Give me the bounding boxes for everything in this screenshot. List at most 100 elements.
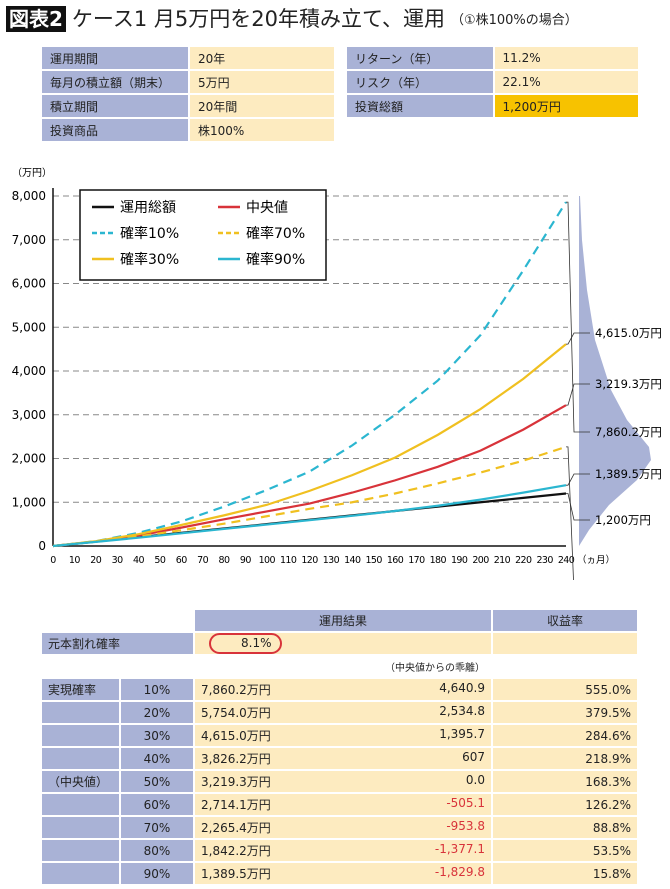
x-tick-label: 200 xyxy=(472,555,489,566)
table-row: （中央値） 50% 3,219.3万円 0.0 168.3% xyxy=(42,771,637,792)
y-tick-label: 5,000 xyxy=(12,320,46,334)
median-label: （中央値） xyxy=(42,771,119,792)
y-unit-label: （万円） xyxy=(12,167,52,179)
legend-label: 中央値 xyxy=(246,200,288,216)
deviation-value: -953.8 xyxy=(446,819,485,833)
probability: 80% xyxy=(119,840,193,861)
group-cell xyxy=(42,817,119,838)
y-tick-label: 7,000 xyxy=(12,233,46,247)
info-label: リターン（年） xyxy=(347,47,493,69)
x-tick-label: 120 xyxy=(301,555,318,566)
deviation-value: 4,640.9 xyxy=(439,681,485,695)
x-tick-label: 0 xyxy=(50,555,56,566)
info-table-right: リターン（年） 11.2% リスク（年） 22.1% 投資総額 1,200万円 xyxy=(347,45,638,119)
series-line-2 xyxy=(52,201,567,548)
group-label: 実現確率 xyxy=(42,679,119,700)
header-result: 運用結果 xyxy=(193,610,491,631)
y-tick-label: 3,000 xyxy=(12,408,46,422)
info-row: 運用期間 20年 xyxy=(42,47,334,69)
x-tick-label: 160 xyxy=(387,555,404,566)
info-value: 1,200万円 xyxy=(492,95,638,117)
deviation-note: （中央値からの乖離） xyxy=(385,663,485,674)
legend-label: 確率10% xyxy=(120,225,179,242)
group-cell xyxy=(42,702,119,723)
probability: 50% xyxy=(119,771,193,792)
deviation-value: -505.1 xyxy=(446,796,485,810)
info-row: リターン（年） 11.2% xyxy=(347,47,638,69)
result-value: 7,860.2万円 xyxy=(201,683,271,697)
loss-value: 8.1% xyxy=(209,633,282,654)
result-cell: 1,389.5万円 -1,829.8 xyxy=(193,863,491,884)
y-tick-label: 0 xyxy=(38,539,46,553)
legend-label: 確率70% xyxy=(246,225,305,242)
y-tick-label: 2,000 xyxy=(12,452,46,466)
group-cell xyxy=(42,794,119,815)
group-cell xyxy=(42,725,119,746)
end-value-label: 1,200万円 xyxy=(595,513,651,527)
result-cell: 2,265.4万円 -953.8 xyxy=(193,817,491,838)
label-connector xyxy=(566,446,574,580)
info-row: 投資商品 株100% xyxy=(42,119,334,141)
info-value: 株100% xyxy=(188,119,334,141)
info-label: 積立期間 xyxy=(42,95,188,117)
result-cell: 7,860.2万円 4,640.9 xyxy=(193,679,491,700)
result-value: 2,714.1万円 xyxy=(201,798,271,812)
result-value: 5,754.0万円 xyxy=(201,706,271,720)
yield-value: 168.3% xyxy=(491,771,637,792)
yield-value: 126.2% xyxy=(491,794,637,815)
deviation-value: -1,829.8 xyxy=(434,865,485,879)
x-tick-label: 10 xyxy=(69,555,80,566)
result-value: 4,615.0万円 xyxy=(201,729,271,743)
result-cell: 3,219.3万円 0.0 xyxy=(193,771,491,792)
chart: 0 1,000 2,000 3,000 4,000 5,000 6,000 7,000 8,00… xyxy=(12,167,662,580)
info-value: 20年間 xyxy=(188,95,334,117)
end-value-label: 1,389.5万円 xyxy=(595,467,662,481)
result-value: 1,842.2万円 xyxy=(201,844,271,858)
y-tick-label: 4,000 xyxy=(12,364,46,378)
info-value: 11.2% xyxy=(492,47,638,69)
label-connector xyxy=(566,383,590,406)
x-tick-label: 90 xyxy=(240,555,251,566)
probability: 30% xyxy=(119,725,193,746)
x-tick-label: 80 xyxy=(219,555,230,566)
probability: 40% xyxy=(119,748,193,769)
label-connector xyxy=(566,493,590,521)
group-cell xyxy=(42,863,119,884)
result-cell: 4,615.0万円 1,395.7 xyxy=(193,725,491,746)
deviation-value: 607 xyxy=(462,750,485,764)
x-tick-label: 190 xyxy=(451,555,468,566)
x-tick-label: 100 xyxy=(259,555,276,566)
probability: 10% xyxy=(119,679,193,700)
table-row: 30% 4,615.0万円 1,395.7 284.6% xyxy=(42,725,637,746)
info-label: 毎月の積立額（期末） xyxy=(42,71,188,93)
x-unit-label: （ヵ月） xyxy=(577,554,615,566)
result-cell: 5,754.0万円 2,534.8 xyxy=(193,702,491,723)
figure-tag: 図表2 xyxy=(6,6,66,32)
end-value-label: 3,219.3万円 xyxy=(595,377,662,391)
result-value: 2,265.4万円 xyxy=(201,821,271,835)
yield-value: 53.5% xyxy=(491,840,637,861)
header-yield: 収益率 xyxy=(491,610,637,631)
info-value: 5万円 xyxy=(188,71,334,93)
x-tick-label: 210 xyxy=(494,555,511,566)
title-sub: （①株100%の場合） xyxy=(450,13,578,28)
y-tick-label: 1,000 xyxy=(12,495,46,509)
info-label: リスク（年） xyxy=(347,71,493,93)
yield-value: 88.8% xyxy=(491,817,637,838)
probability: 20% xyxy=(119,702,193,723)
series-line-5 xyxy=(52,484,567,548)
x-tick-label: 110 xyxy=(280,555,297,566)
probability: 90% xyxy=(119,863,193,884)
table-row: 60% 2,714.1万円 -505.1 126.2% xyxy=(42,794,637,815)
table-row: 20% 5,754.0万円 2,534.8 379.5% xyxy=(42,702,637,723)
result-value: 3,219.3万円 xyxy=(201,775,271,789)
table-row: 40% 3,826.2万円 607 218.9% xyxy=(42,748,637,769)
result-cell: 3,826.2万円 607 xyxy=(193,748,491,769)
end-value-label: 4,615.0万円 xyxy=(595,326,662,340)
result-value: 1,389.5万円 xyxy=(201,867,271,881)
legend-label: 確率30% xyxy=(120,251,179,268)
yield-value: 555.0% xyxy=(491,679,637,700)
label-connector xyxy=(566,473,590,486)
series-line-3 xyxy=(52,445,567,548)
info-value: 20年 xyxy=(188,47,334,69)
